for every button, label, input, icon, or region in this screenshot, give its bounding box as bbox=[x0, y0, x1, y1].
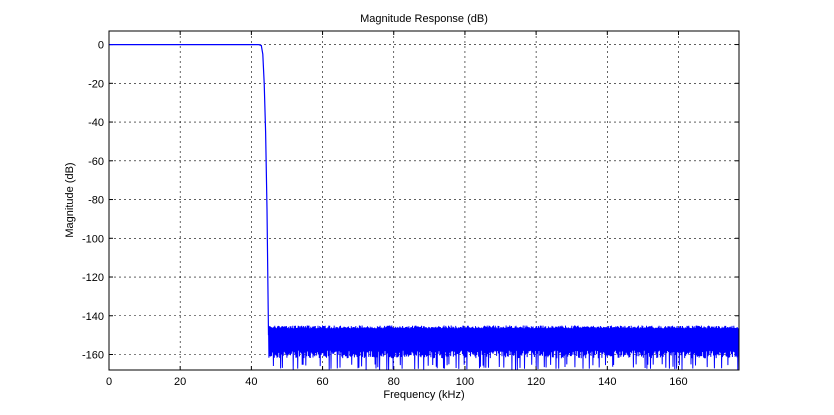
chart-title: Magnitude Response (dB) bbox=[360, 13, 488, 25]
passband-transition-line bbox=[109, 43, 270, 336]
x-tick-label: 100 bbox=[456, 376, 474, 388]
y-tick-label: -120 bbox=[82, 272, 104, 284]
x-tick-label: 0 bbox=[106, 376, 112, 388]
x-tick-label: 140 bbox=[598, 376, 616, 388]
y-tick-label: -20 bbox=[88, 78, 104, 90]
x-tick-label: 120 bbox=[527, 376, 545, 388]
magnitude-series bbox=[109, 43, 740, 370]
y-tick-labels: 0 -20 -40 -60 -80 -100 -120 -140 -160 bbox=[82, 40, 104, 362]
x-tick-label: 20 bbox=[174, 376, 186, 388]
x-tick-label: 40 bbox=[245, 376, 257, 388]
plot-border bbox=[108, 30, 740, 371]
x-tick-label: 60 bbox=[316, 376, 328, 388]
y-tick-label: 0 bbox=[98, 40, 104, 52]
x-tick-label: 80 bbox=[388, 376, 400, 388]
y-tick-label: -160 bbox=[82, 350, 104, 362]
x-axis-label: Frequency (kHz) bbox=[383, 389, 464, 401]
x-tick-label: 160 bbox=[669, 376, 687, 388]
y-tick-label: -100 bbox=[82, 233, 104, 245]
x-tick-labels: 0 20 40 60 80 100 120 140 160 bbox=[106, 376, 688, 388]
y-axis-label: Magnitude (dB) bbox=[64, 162, 76, 237]
y-tick-label: -140 bbox=[82, 311, 104, 323]
stopband-ripple-line bbox=[268, 325, 740, 370]
y-tick-label: -80 bbox=[88, 195, 104, 207]
y-tick-label: -40 bbox=[88, 117, 104, 129]
plot-area bbox=[108, 30, 740, 371]
y-tick-label: -60 bbox=[88, 156, 104, 168]
